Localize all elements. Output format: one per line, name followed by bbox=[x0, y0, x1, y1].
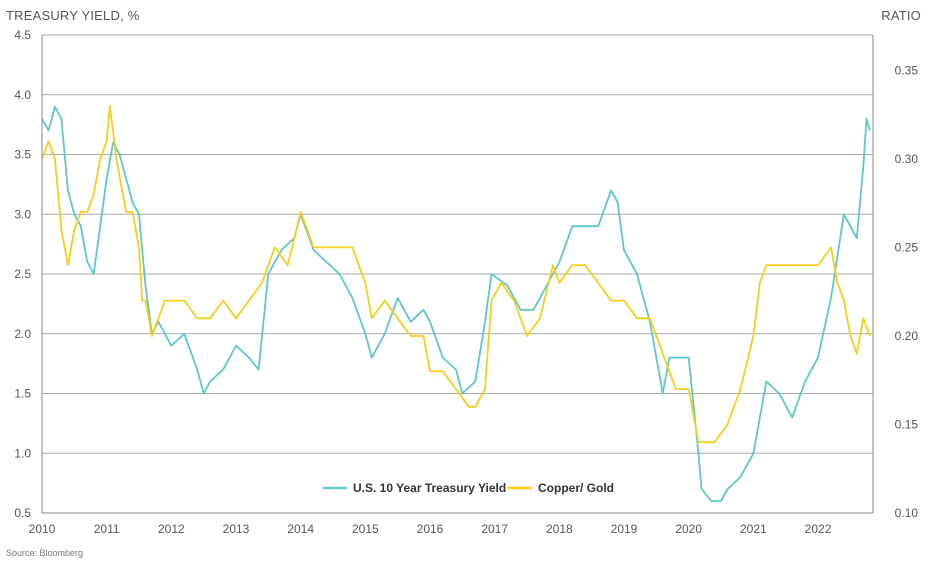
y-left-tick-label: 1.5 bbox=[14, 387, 31, 401]
x-tick-label: 2018 bbox=[546, 522, 573, 536]
y-left-tick-label: 3.5 bbox=[14, 148, 31, 162]
x-tick-label: 2022 bbox=[805, 522, 832, 536]
right-axis-title: RATIO bbox=[881, 8, 921, 23]
y-right-tick-label: 0.25 bbox=[895, 240, 919, 254]
x-tick-label: 2012 bbox=[158, 522, 185, 536]
x-tick-label: 2019 bbox=[611, 522, 638, 536]
source-note: Source: Bloomberg bbox=[6, 548, 84, 558]
y-left-tick-label: 2.0 bbox=[14, 327, 31, 341]
legend: U.S. 10 Year Treasury Yield Copper/ Gold bbox=[323, 481, 614, 495]
legend-label: Copper/ Gold bbox=[538, 481, 614, 495]
copper-gold-line bbox=[41, 104, 871, 444]
left-axis-title: TREASURY YIELD, % bbox=[6, 8, 140, 23]
gridlines bbox=[42, 34, 873, 514]
series-lines bbox=[41, 104, 871, 503]
x-tick-label: 2013 bbox=[223, 522, 250, 536]
x-tick-label: 2016 bbox=[417, 522, 444, 536]
x-tick-label: 2020 bbox=[675, 522, 702, 536]
x-tick-label: 2021 bbox=[740, 522, 767, 536]
y-left-tick-label: 0.5 bbox=[14, 506, 31, 520]
y-right-tick-label: 0.30 bbox=[895, 152, 919, 166]
y-right-tick-label: 0.10 bbox=[895, 506, 919, 520]
x-tick-label: 2017 bbox=[481, 522, 508, 536]
plot-frame bbox=[41, 35, 874, 514]
x-tick-label: 2014 bbox=[287, 522, 314, 536]
tick-labels: 0.5 1.0 1.5 2.0 2.5 3.0 3.5 4.0 4.5 0.10 0.15 0.20 0… bbox=[14, 28, 918, 536]
y-left-tick-label: 3.0 bbox=[14, 207, 31, 221]
treasury-yield-line bbox=[41, 105, 871, 503]
y-left-tick-label: 2.5 bbox=[14, 267, 31, 281]
y-left-tick-label: 1.0 bbox=[14, 446, 31, 460]
y-right-tick-label: 0.35 bbox=[895, 63, 919, 77]
x-tick-label: 2011 bbox=[94, 522, 120, 536]
legend-label: U.S. 10 Year Treasury Yield bbox=[353, 481, 506, 495]
x-tick-label: 2015 bbox=[352, 522, 379, 536]
y-right-tick-label: 0.15 bbox=[895, 417, 919, 431]
y-left-tick-label: 4.0 bbox=[14, 88, 31, 102]
y-right-tick-label: 0.20 bbox=[895, 329, 919, 343]
y-left-tick-label: 4.5 bbox=[14, 28, 31, 42]
x-tick-label: 2010 bbox=[29, 522, 56, 536]
